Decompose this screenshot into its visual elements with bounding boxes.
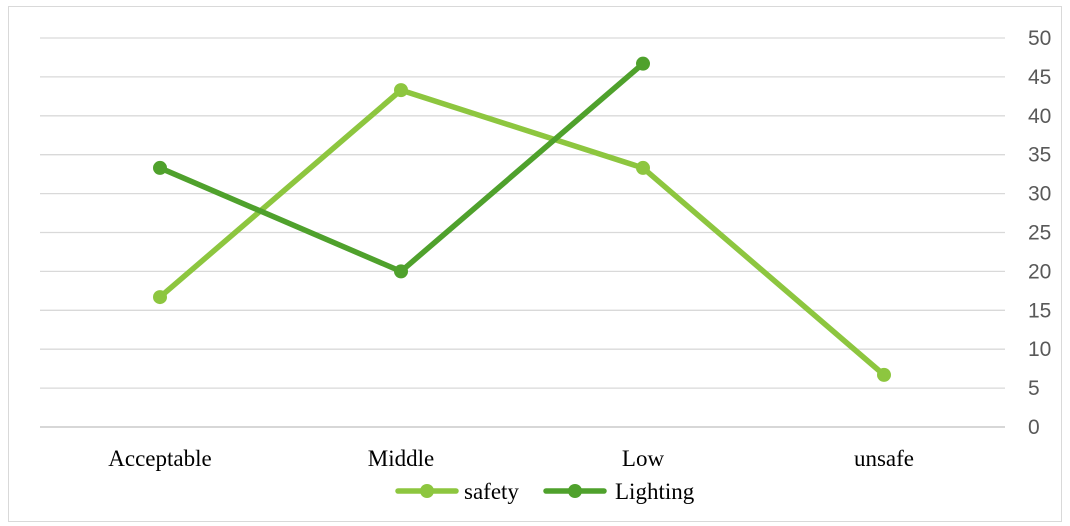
data-point-lighting [153, 160, 167, 175]
y-tick-label: 5 [1028, 377, 1040, 400]
legend-item-safety: safety [395, 479, 519, 504]
data-point-safety [153, 290, 167, 305]
legend-item-lighting: Lighting [543, 479, 695, 504]
y-axis-ticks: 0 5 10 15 20 25 30 35 40 45 50 [1028, 27, 1051, 439]
series-line-safety [157, 87, 887, 378]
y-tick-label: 45 [1028, 66, 1051, 89]
gridlines [40, 37, 1005, 428]
data-point-safety [877, 367, 891, 382]
y-tick-label: 15 [1028, 299, 1051, 322]
data-point-safety [394, 83, 408, 98]
chart-frame [8, 6, 1062, 522]
y-tick-label: 50 [1028, 27, 1051, 50]
y-tick-label: 40 [1028, 105, 1051, 128]
data-point-lighting [394, 264, 408, 279]
series-lines [153, 56, 891, 382]
legend-swatch-marker [568, 484, 582, 498]
y-tick-label: 35 [1028, 144, 1051, 167]
x-axis-categories: Acceptable Middle Low unsafe [108, 446, 914, 471]
legend: safety Lighting [395, 479, 695, 504]
data-point-safety [636, 160, 650, 175]
legend-label: safety [464, 479, 519, 504]
x-category-label: unsafe [854, 446, 914, 471]
legend-swatch-marker [420, 484, 434, 498]
y-tick-label: 20 [1028, 260, 1051, 283]
legend-label: Lighting [615, 479, 695, 504]
x-category-label: Low [622, 446, 665, 471]
data-point-lighting [636, 56, 650, 71]
y-tick-label: 30 [1028, 183, 1051, 206]
y-tick-label: 25 [1028, 222, 1051, 245]
x-category-label: Middle [368, 446, 434, 471]
x-category-label: Acceptable [108, 446, 211, 471]
y-tick-label: 10 [1028, 338, 1051, 361]
y-tick-label: 0 [1028, 416, 1040, 439]
